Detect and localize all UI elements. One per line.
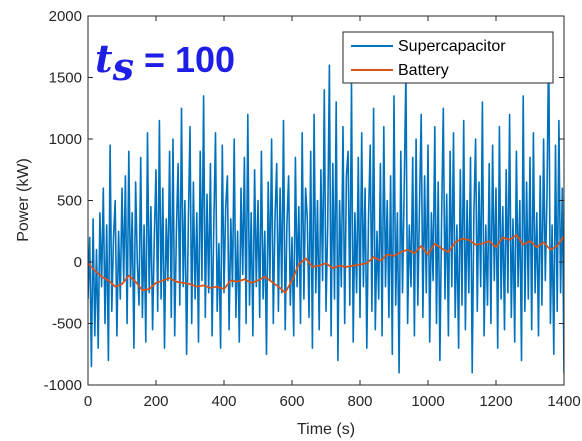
- y-tick-label: -500: [52, 316, 82, 333]
- x-tick-label: 200: [143, 393, 168, 410]
- x-tick-label: 1400: [547, 393, 580, 410]
- x-tick-label: 1000: [411, 393, 444, 410]
- y-tick-label: 500: [57, 193, 82, 210]
- annotation-variable: t: [95, 36, 113, 81]
- x-tick-label: 400: [211, 393, 236, 410]
- x-tick-label: 800: [347, 393, 372, 410]
- legend: Supercapacitor Battery: [343, 32, 553, 83]
- y-tick-label: 1000: [49, 131, 82, 148]
- x-tick-label: 1200: [479, 393, 512, 410]
- y-axis-title: Power (kW): [15, 158, 32, 242]
- annotation-text: = 100: [134, 39, 235, 80]
- y-tick-label: 0: [74, 254, 82, 271]
- legend-label-supercapacitor: Supercapacitor: [398, 38, 506, 55]
- legend-label-battery: Battery: [398, 62, 449, 79]
- y-tick-label: 2000: [49, 8, 82, 25]
- svg-text:ts = 100: ts = 100: [95, 36, 235, 89]
- annotation: ts = 100: [95, 36, 235, 89]
- x-tick-label: 0: [84, 393, 92, 410]
- y-tick-label: 1500: [49, 70, 82, 87]
- x-tick-label: 600: [279, 393, 304, 410]
- y-tick-label: -1000: [44, 377, 82, 394]
- annotation-subscript: s: [112, 44, 134, 89]
- x-axis-title: Time (s): [297, 421, 355, 438]
